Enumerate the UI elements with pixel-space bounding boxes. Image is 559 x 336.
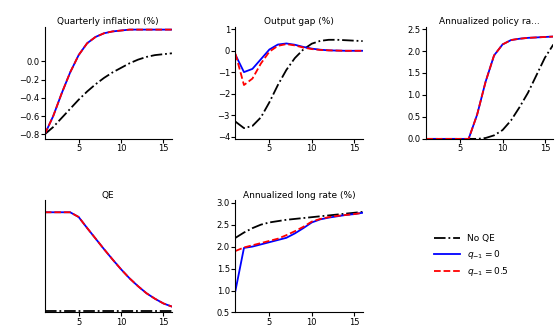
Title: Annualized policy ra...: Annualized policy ra... (439, 17, 540, 26)
Title: Annualized long rate (%): Annualized long rate (%) (243, 191, 356, 200)
Title: Output gap (%): Output gap (%) (264, 17, 334, 26)
Title: QE: QE (102, 191, 115, 200)
Title: Quarterly inflation (%): Quarterly inflation (%) (58, 17, 159, 26)
Legend: No QE, $q_{-1} = 0$, $q_{-1} = 0.5$: No QE, $q_{-1} = 0$, $q_{-1} = 0.5$ (431, 231, 513, 282)
